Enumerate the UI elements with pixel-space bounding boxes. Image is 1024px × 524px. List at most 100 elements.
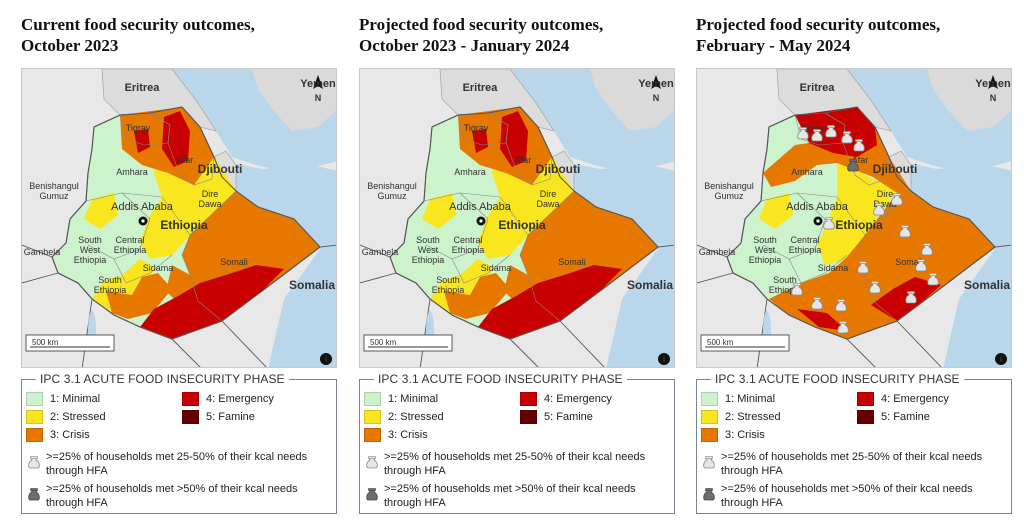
label-afar: Afar bbox=[177, 155, 194, 165]
info-icon[interactable]: i bbox=[320, 353, 332, 365]
capital-marker-icon bbox=[476, 216, 486, 226]
legend-sack-light-icon bbox=[28, 456, 40, 469]
label-gambela: Gambela bbox=[24, 247, 61, 257]
label-tigray: Tigray bbox=[126, 123, 151, 133]
legend-swatch-crisis bbox=[364, 428, 381, 442]
label-addis-ababa: Addis Ababa bbox=[449, 201, 512, 213]
label-djibouti: Djibouti bbox=[198, 162, 243, 176]
info-glyph: i bbox=[325, 354, 328, 364]
label-south-ethiopia-line-2: Ethiopia bbox=[432, 285, 465, 295]
scale-bar-label: 500 km bbox=[707, 338, 734, 347]
food-security-map[interactable]: N 500 km i Eritrea Yemen Tigray Afar Djibouti Am… bbox=[696, 68, 1012, 368]
hfa-over-50-sack-icon bbox=[703, 488, 715, 501]
legend-title: IPC 3.1 ACUTE FOOD INSECURITY PHASE bbox=[36, 372, 289, 386]
legend-sack-light-icon bbox=[703, 456, 715, 469]
label-south-west-ethiopia-line-1: South bbox=[753, 235, 777, 245]
label-addis-ababa: Addis Ababa bbox=[111, 201, 174, 213]
label-eritrea: Eritrea bbox=[463, 82, 499, 94]
label-somalia: Somalia bbox=[627, 278, 673, 292]
hfa-25-50-sack-icon bbox=[891, 193, 903, 206]
legend-swatch-famine bbox=[520, 410, 537, 424]
legend-swatch-crisis bbox=[701, 428, 718, 442]
label-ethiopia: Ethiopia bbox=[160, 218, 208, 232]
label-central-ethiopia-line-2: Ethiopia bbox=[789, 245, 822, 255]
hfa-over-50-sack-icon bbox=[28, 488, 40, 501]
label-yemen: Yemen bbox=[638, 78, 674, 90]
legend-label-famine: 5: Famine bbox=[544, 411, 593, 423]
label-afar: Afar bbox=[852, 155, 869, 165]
label-djibouti: Djibouti bbox=[873, 162, 918, 176]
north-label: N bbox=[315, 93, 322, 103]
hfa-25-50-sack-icon bbox=[853, 139, 865, 152]
label-south-ethiopia-line-1: South bbox=[773, 275, 797, 285]
hfa-25-50-sack-icon bbox=[823, 217, 835, 230]
panel-title: Current food security outcomes, October … bbox=[21, 15, 255, 55]
label-eritrea: Eritrea bbox=[800, 82, 836, 94]
capital-marker-icon bbox=[813, 216, 823, 226]
label-central-ethiopia-line-1: Central bbox=[453, 235, 482, 245]
label-south-west-ethiopia-line-3: Ethiopia bbox=[412, 255, 445, 265]
label-south-ethiopia-line-2: Ethiopia bbox=[94, 285, 127, 295]
label-amhara: Amhara bbox=[116, 167, 148, 177]
legend-swatch-crisis bbox=[26, 428, 43, 442]
legend-label-stressed: 2: Stressed bbox=[50, 411, 106, 423]
label-amhara: Amhara bbox=[791, 167, 823, 177]
label-tigray: Tigray bbox=[464, 123, 489, 133]
legend-hfa-25-50: >=25% of households met 25-50% of their … bbox=[721, 451, 983, 477]
legend-hfa-25-50: >=25% of households met 25-50% of their … bbox=[384, 451, 646, 477]
label-central-ethiopia-line-2: Ethiopia bbox=[452, 245, 485, 255]
legend-swatch-minimal bbox=[701, 392, 718, 406]
label-addis-ababa: Addis Ababa bbox=[786, 201, 849, 213]
panel-projected-feb-may: Projected food security outcomes, Februa… bbox=[696, 0, 1012, 524]
label-south-west-ethiopia-line-1: South bbox=[416, 235, 440, 245]
label-south-west-ethiopia-line-2: West bbox=[418, 245, 439, 255]
legend-label-crisis: 3: Crisis bbox=[388, 429, 428, 441]
food-security-map[interactable]: N 500 km i Eritrea Yemen Tigray Afar Djibouti Am… bbox=[359, 68, 675, 368]
label-central-ethiopia-line-2: Ethiopia bbox=[114, 245, 147, 255]
label-ethiopia: Ethiopia bbox=[498, 218, 546, 232]
label-south-ethiopia-line-2: Ethiopia bbox=[769, 285, 802, 295]
label-dire-dawa-line-1: Dire bbox=[540, 189, 557, 199]
north-label: N bbox=[653, 93, 660, 103]
label-yemen: Yemen bbox=[300, 78, 336, 90]
label-dire-dawa-line-2: Dawa bbox=[198, 199, 221, 209]
hfa-25-50-sack-icon bbox=[366, 456, 378, 469]
label-dire-dawa-line-1: Dire bbox=[877, 189, 894, 199]
panel-title: Projected food security outcomes, Februa… bbox=[696, 15, 941, 55]
legend-hfa-50: >=25% of households met >50% of their kc… bbox=[721, 483, 973, 509]
label-central-ethiopia-line-1: Central bbox=[790, 235, 819, 245]
info-glyph: i bbox=[663, 354, 666, 364]
legend-swatch-emergency bbox=[182, 392, 199, 406]
label-gambela: Gambela bbox=[362, 247, 399, 257]
label-gambela: Gambela bbox=[699, 247, 736, 257]
label-south-ethiopia-line-1: South bbox=[436, 275, 460, 285]
label-benishangul-line-2: Gumuz bbox=[714, 191, 744, 201]
hfa-over-50-sack-icon bbox=[366, 488, 378, 501]
label-afar: Afar bbox=[515, 155, 532, 165]
food-security-map[interactable]: N 500 km i Eritrea Yemen Tigray Afar Djibouti Am… bbox=[21, 68, 337, 368]
label-south-west-ethiopia-line-2: West bbox=[80, 245, 101, 255]
legend-sack-dark-icon bbox=[28, 488, 40, 501]
label-benishangul-line-2: Gumuz bbox=[377, 191, 407, 201]
legend-label-crisis: 3: Crisis bbox=[725, 429, 765, 441]
hfa-25-50-sack-icon bbox=[927, 273, 939, 286]
label-yemen: Yemen bbox=[975, 78, 1011, 90]
label-tigray: Tigray bbox=[801, 123, 826, 133]
label-benishangul-line-2: Gumuz bbox=[39, 191, 69, 201]
label-dire-dawa-line-2: Dawa bbox=[873, 199, 896, 209]
scale-bar-label: 500 km bbox=[370, 338, 397, 347]
legend-sack-light-icon bbox=[366, 456, 378, 469]
hfa-25-50-sack-icon bbox=[915, 259, 927, 272]
legend-label-stressed: 2: Stressed bbox=[388, 411, 444, 423]
legend-label-emergency: 4: Emergency bbox=[544, 393, 612, 405]
hfa-25-50-sack-icon bbox=[835, 299, 847, 312]
legend-swatch-famine bbox=[857, 410, 874, 424]
hfa-25-50-sack-icon bbox=[811, 297, 823, 310]
info-icon[interactable]: i bbox=[658, 353, 670, 365]
hfa-25-50-sack-icon bbox=[921, 243, 933, 256]
label-somalia: Somalia bbox=[964, 278, 1010, 292]
label-amhara: Amhara bbox=[454, 167, 486, 177]
hfa-25-50-sack-icon bbox=[869, 281, 881, 294]
label-benishangul-line-1: Benishangul bbox=[367, 181, 417, 191]
info-icon[interactable]: i bbox=[995, 353, 1007, 365]
